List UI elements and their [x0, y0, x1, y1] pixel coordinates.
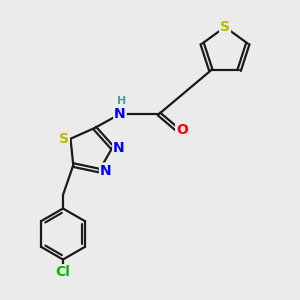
Text: N: N [100, 164, 112, 178]
Text: Cl: Cl [56, 265, 70, 279]
Text: N: N [113, 141, 125, 154]
Text: S: S [220, 20, 230, 34]
Text: S: S [59, 132, 69, 146]
Text: H: H [117, 95, 126, 106]
Text: O: O [176, 124, 188, 137]
Text: N: N [114, 107, 126, 121]
